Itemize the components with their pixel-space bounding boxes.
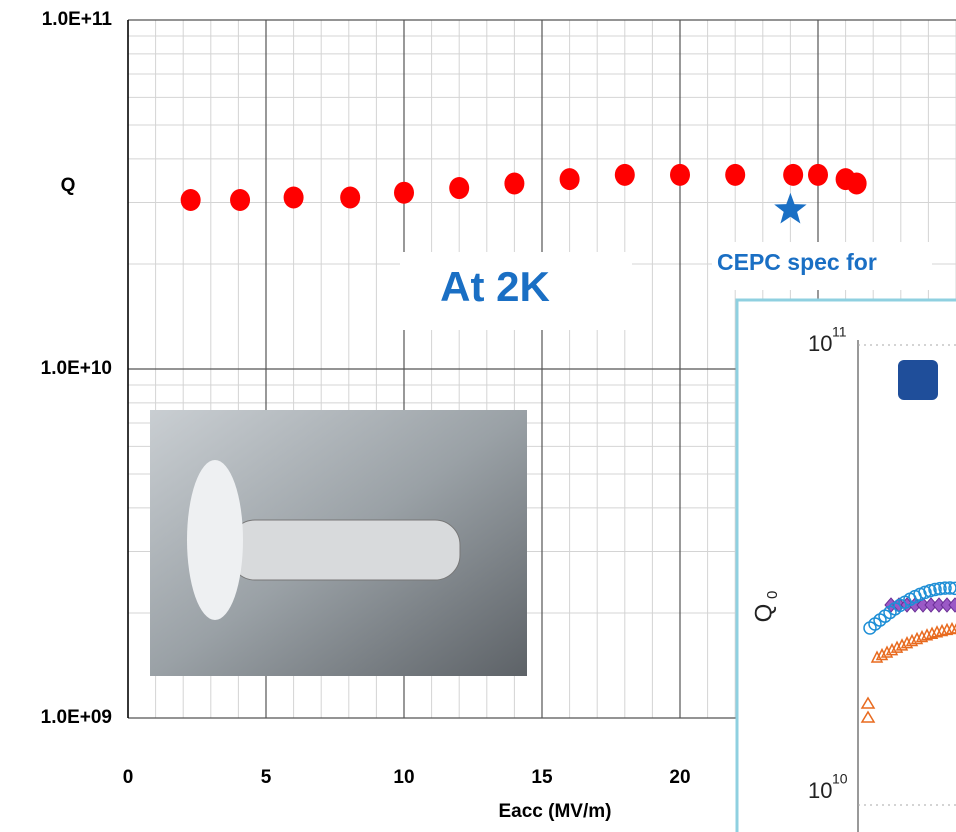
inset-marker bbox=[938, 581, 952, 595]
inset-marker bbox=[915, 629, 929, 643]
inset-marker bbox=[885, 642, 899, 656]
point bbox=[180, 188, 201, 211]
inset-y-label-sub: 0 bbox=[764, 591, 781, 599]
inset-marker bbox=[948, 597, 956, 613]
x-axis-label: Eacc (MV/m) bbox=[499, 801, 612, 822]
inset-tick-exp: 10 bbox=[832, 771, 848, 787]
point bbox=[559, 168, 580, 191]
x-tick-label: 15 bbox=[531, 767, 553, 788]
inset-marker bbox=[950, 623, 956, 634]
point bbox=[783, 163, 804, 186]
point bbox=[283, 186, 304, 209]
point bbox=[449, 177, 470, 200]
spec-star bbox=[774, 192, 807, 224]
inset-marker bbox=[880, 645, 894, 658]
inset-tick: 10 bbox=[808, 778, 832, 803]
x-tick-label: 0 bbox=[123, 767, 134, 788]
inset-marker bbox=[933, 581, 947, 596]
inset-marker bbox=[905, 633, 919, 647]
photo-person bbox=[187, 460, 243, 620]
inset-marker bbox=[928, 582, 942, 597]
point bbox=[340, 186, 361, 209]
inset-y-label: Q bbox=[750, 604, 777, 623]
point bbox=[846, 172, 867, 195]
inset-marker bbox=[948, 581, 956, 596]
point bbox=[394, 181, 414, 204]
inset-tick: 10 bbox=[808, 331, 832, 356]
inset-marker bbox=[910, 631, 924, 645]
spec-label-bg bbox=[712, 242, 932, 290]
inset-marker bbox=[943, 581, 956, 595]
point bbox=[230, 188, 251, 211]
spec-label: CEPC spec for bbox=[717, 249, 877, 275]
y-tick-label: 1.0E+10 bbox=[41, 358, 112, 379]
x-tick-label: 5 bbox=[261, 767, 272, 788]
inset-logo bbox=[898, 360, 938, 400]
x-tick-label: 10 bbox=[393, 767, 414, 788]
annotation-box bbox=[400, 252, 632, 330]
inset-marker bbox=[860, 696, 876, 723]
point bbox=[725, 163, 746, 186]
inset-marker bbox=[890, 640, 904, 653]
point bbox=[808, 163, 828, 186]
point bbox=[504, 172, 525, 195]
annotation: At 2K bbox=[440, 263, 550, 310]
x-tick-label: 20 bbox=[669, 767, 690, 788]
point bbox=[670, 163, 690, 186]
inset-tick-exp: 11 bbox=[832, 324, 847, 340]
inset-label: Q0 bbox=[750, 591, 781, 623]
inset-marker bbox=[900, 635, 914, 649]
inset-marker bbox=[923, 583, 937, 598]
y-axis-label: Q bbox=[61, 175, 76, 196]
inset-marker bbox=[875, 647, 889, 661]
inset-marker bbox=[870, 650, 884, 663]
point bbox=[614, 163, 635, 186]
y-tick-label: 1.0E+11 bbox=[42, 9, 113, 30]
inset-marker bbox=[895, 638, 909, 651]
photo-cavity bbox=[229, 519, 461, 581]
y-tick-label: 1.0E+09 bbox=[41, 707, 112, 728]
